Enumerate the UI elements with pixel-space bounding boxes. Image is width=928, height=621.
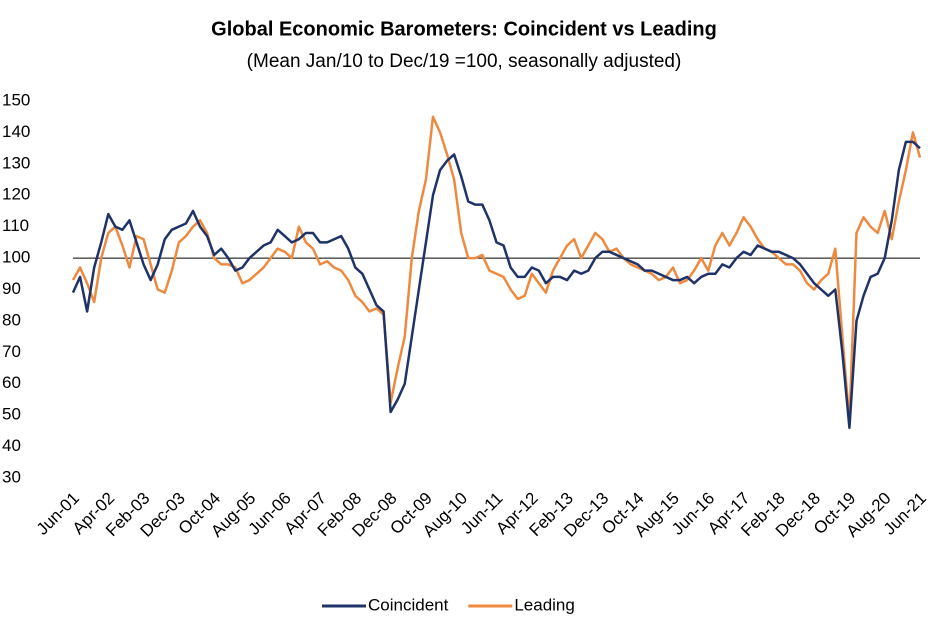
- y-tick-label: 40: [2, 436, 21, 455]
- chart-title: Global Economic Barometers: Coincident v…: [211, 18, 717, 40]
- y-tick-label: 90: [2, 279, 21, 298]
- y-tick-label: 110: [2, 216, 29, 235]
- y-tick-label: 50: [2, 405, 21, 424]
- y-tick-label: 60: [2, 373, 21, 392]
- y-tick-label: 120: [2, 185, 30, 204]
- y-tick-label: 150: [2, 90, 30, 109]
- y-tick-label: 30: [2, 467, 21, 486]
- y-tick-label: 100: [2, 248, 30, 267]
- y-tick-label: 80: [2, 310, 21, 329]
- legend-label: Coincident: [368, 595, 449, 614]
- y-tick-label: 130: [2, 153, 30, 172]
- legend-label: Leading: [514, 595, 575, 614]
- series-line: [71, 115, 922, 423]
- series-line: [71, 140, 921, 429]
- y-tick-label: 70: [2, 342, 21, 361]
- y-tick-label: 140: [2, 122, 30, 141]
- chart-subtitle: (Mean Jan/10 to Dec/19 =100, seasonally …: [247, 51, 682, 72]
